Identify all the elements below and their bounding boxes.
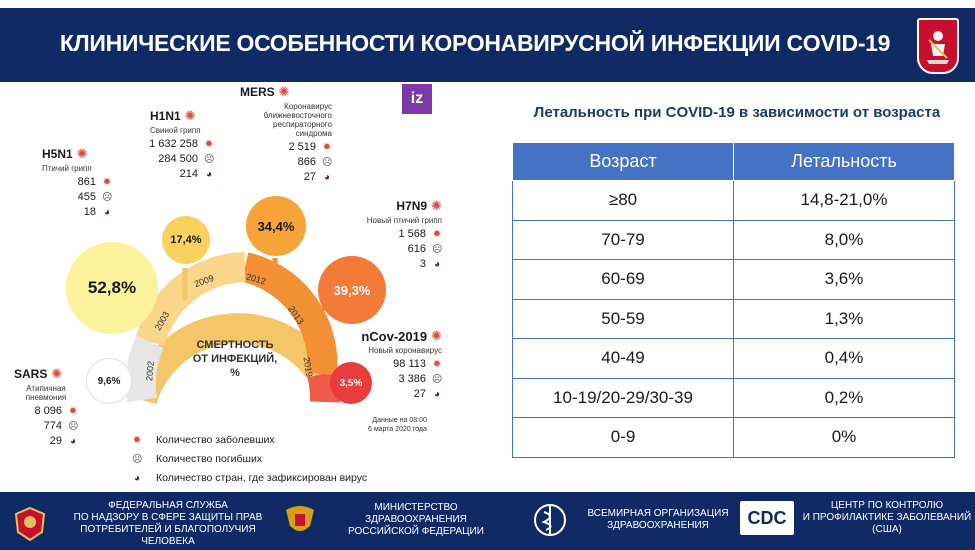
mortality-arc-diagram (125, 252, 341, 405)
bubble-2003: 52,8% (66, 242, 158, 334)
page-title: КЛИНИЧЕСКИЕ ОСОБЕННОСТИ КОРОНАВИРУСНОЙ И… (59, 30, 891, 56)
legend-deaths: ☹ Количество погибших (132, 453, 263, 465)
arc-2012-2013 (241, 252, 338, 376)
globe-icon: ◕ (69, 435, 77, 447)
mortality-by-age-table: Возраст Летальность ≥80 14,8-21,0% 70-79 8… (512, 142, 955, 458)
org-cdc: CDC ЦЕНТР ПО КОНТРОЛЮ И ПРОФИЛАКТИКЕ ЗАБ… (740, 500, 972, 536)
virus-icon: ✺ (51, 366, 63, 381)
disease-h1n1: H1N1 ✺ Свиной грипп 1 632 258 ✹ 284 500 ☹ 2… (149, 108, 215, 180)
cdc-logo: CDC (740, 501, 794, 535)
globe-icon: ◕ (205, 168, 213, 180)
legend: ✹ Количество заболевших ☹ Количество погиб… (132, 434, 367, 491)
bubble-2002: 9,6% (86, 358, 132, 404)
case-icon: ✹ (132, 434, 142, 446)
org-minzdrav: МИНИСТЕРСТВО ЗДРАВООХРАНЕНИЯ РОССИЙСКОЙ … (282, 500, 506, 540)
table-row: ≥80 14,8-21,0% (512, 180, 955, 221)
virus-icon: ✺ (431, 198, 442, 213)
disease-h5n1: H5N1 ✺ Птичий грипп 861 ✹ 455 ☹ 18 ◕ (42, 146, 113, 218)
death-icon: ☹ (132, 453, 143, 465)
globe-icon: ◕ (433, 388, 441, 400)
table-title: Летальность при COVID-19 в зависимости о… (533, 104, 941, 121)
virus-icon: ✺ (431, 328, 442, 343)
who-emblem-icon (530, 500, 570, 540)
table-row: 40-49 0,4% (512, 338, 955, 379)
infection-mortality-infographic: iz 52,8% 17,4% 34,4% 39,3% 3,5% 9,6% 200… (0, 82, 490, 500)
moscow-coat-of-arms-icon (917, 18, 959, 74)
table-row: 0-9 0% (512, 417, 955, 458)
legend-cases: ✹ Количество заболевших (132, 434, 275, 446)
case-icon: ✹ (102, 176, 112, 188)
case-icon: ✹ (68, 405, 78, 417)
case-icon: ✹ (204, 138, 214, 150)
bubble-2013: 39,3% (318, 256, 386, 324)
double-headed-eagle-icon (282, 500, 318, 540)
death-icon: ☹ (102, 191, 113, 203)
center-caption: СМЕРТНОСТЬ ОТ ИНФЕКЦИЙ, % (192, 339, 278, 379)
header-banner: КЛИНИЧЕСКИЕ ОСОБЕННОСТИ КОРОНАВИРУСНОЙ И… (0, 0, 975, 82)
death-icon: ☹ (432, 243, 443, 255)
disease-sars: SARS ✺ Атипичная пневмония 8 096 ✹ 774 ☹ 29… (14, 366, 79, 447)
legend-countries: ◕ Количество стран, где зафиксирован виру… (133, 472, 368, 484)
table-row: 10-19/20-29/30-39 0,2% (512, 377, 955, 418)
virus-icon: ✺ (76, 146, 88, 161)
death-icon: ☹ (204, 153, 215, 165)
globe-icon: ◕ (103, 206, 111, 218)
year-2002: 2002 (144, 360, 156, 382)
case-icon: ✹ (432, 228, 442, 240)
death-icon: ☹ (432, 373, 443, 385)
header-age: Возраст (512, 142, 734, 181)
case-icon: ✹ (432, 358, 442, 370)
rospotrebnadzor-emblem-icon (10, 504, 50, 544)
table-header-row: Возраст Летальность (512, 142, 955, 181)
footer-banner: ФЕДЕРАЛЬНАЯ СЛУЖБА ПО НАДЗОРУ В СФЕРЕ ЗА… (0, 492, 975, 550)
disease-ncov-2019: nCov-2019 ✺ Новый коронавирус 98 113 ✹ 3 3… (361, 328, 443, 400)
table-row: 70-79 8,0% (512, 219, 955, 260)
bubble-2009: 17,4% (162, 216, 210, 264)
disease-h7n9: H7N9 ✺ Новый птичий грипп 1 568 ✹ 616 ☹ 3 ◕ (366, 198, 443, 270)
case-icon: ✹ (322, 141, 332, 153)
arc-2019 (307, 370, 341, 403)
org-who: ВСЕМИРНАЯ ОРГАНИЗАЦИЯ ЗДРАВООХРАНЕНИЯ (530, 500, 738, 540)
org-rospotrebnadzor: ФЕДЕРАЛЬНАЯ СЛУЖБА ПО НАДЗОРУ В СФЕРЕ ЗА… (10, 500, 278, 548)
globe-icon: ◕ (133, 472, 141, 484)
table-row: 60-69 3,6% (512, 259, 955, 300)
bubble-2019: 3,5% (330, 362, 372, 404)
virus-icon: ✺ (184, 108, 196, 123)
death-icon: ☹ (68, 420, 79, 432)
header-lethality: Летальность (733, 142, 955, 181)
bubble-2012: 34,4% (246, 196, 306, 256)
table-row: 50-59 1,3% (512, 298, 955, 339)
virus-icon: ✺ (278, 84, 290, 99)
iz-logo: iz (402, 84, 432, 114)
death-icon: ☹ (322, 156, 333, 168)
disease-mers: MERS ✺ Коронавирус ближневосточного респи… (240, 84, 333, 183)
globe-icon: ◕ (323, 171, 331, 183)
globe-icon: ◕ (433, 258, 441, 270)
data-date-note: Данные на 08:00 6 марта 2020 года (368, 417, 427, 433)
arc-2002 (125, 335, 164, 403)
